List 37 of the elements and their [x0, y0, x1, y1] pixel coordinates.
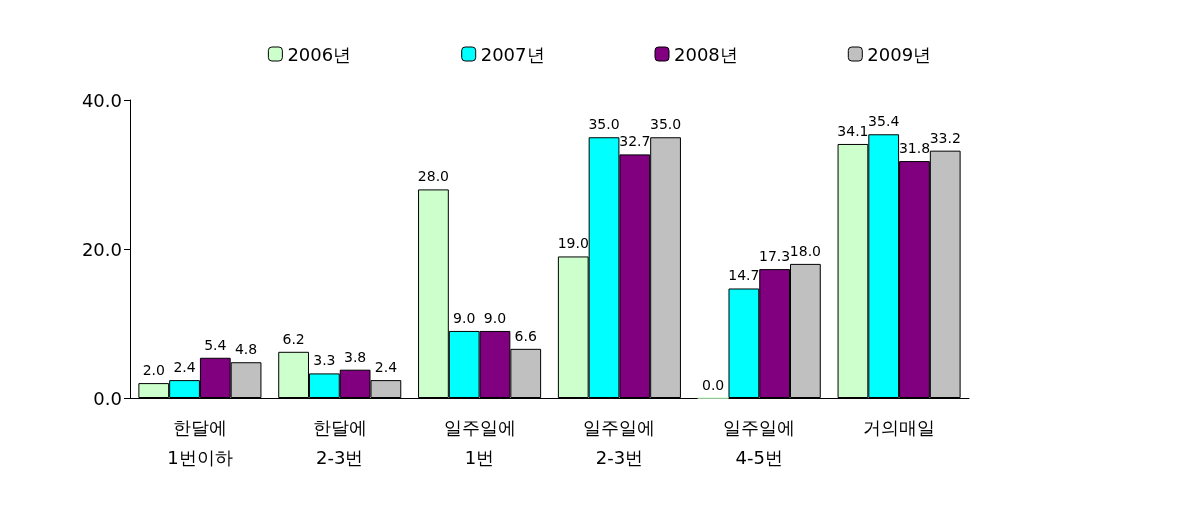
data-label: 17.3 — [759, 248, 791, 265]
x-tick-label: 일주일에 1번 — [443, 416, 516, 468]
data-label: 33.2 — [929, 129, 961, 146]
data-label: 6.2 — [282, 330, 305, 347]
data-label: 3.8 — [344, 348, 367, 365]
x-tick-label: 거의매일 — [863, 416, 936, 438]
x-tick-label: 일주일에 4-5번 — [723, 416, 796, 468]
data-label: 6.6 — [514, 327, 537, 344]
data-label: 2.4 — [374, 359, 398, 376]
data-label: 28.0 — [417, 168, 450, 185]
legend-label: 2008년 — [674, 43, 738, 65]
data-label: 14.7 — [728, 267, 760, 284]
x-tick-label: 일주일에 2-3번 — [583, 416, 656, 468]
data-label: 5.4 — [204, 336, 227, 353]
data-label: 32.7 — [619, 133, 651, 150]
data-label: 9.0 — [453, 309, 476, 326]
data-label: 35.0 — [649, 116, 682, 133]
data-label: 2.0 — [142, 362, 165, 379]
y-tick-label: 20.0 — [81, 238, 122, 260]
legend-label: 2006년 — [287, 43, 352, 65]
data-label: 34.1 — [837, 122, 869, 139]
x-tick-label: 한달에 1번이하 — [167, 416, 233, 468]
y-tick-label: 40.0 — [81, 89, 122, 111]
legend-label: 2007년 — [480, 43, 545, 65]
data-label: 4.8 — [234, 341, 258, 358]
data-label: 35.0 — [588, 116, 620, 133]
data-label: 35.4 — [868, 113, 900, 130]
data-label: 18.0 — [789, 242, 821, 259]
x-tick-label: 한달에 2-3번 — [312, 416, 367, 468]
data-label: 9.0 — [483, 309, 507, 326]
data-label: 31.8 — [898, 140, 931, 157]
data-label: 0.0 — [701, 376, 725, 393]
y-tick-label: 0.0 — [93, 387, 122, 409]
data-label: 2.4 — [173, 359, 196, 376]
legend-label: 2009년 — [867, 43, 932, 65]
data-label: 19.0 — [557, 235, 589, 252]
data-label: 3.3 — [313, 352, 336, 369]
